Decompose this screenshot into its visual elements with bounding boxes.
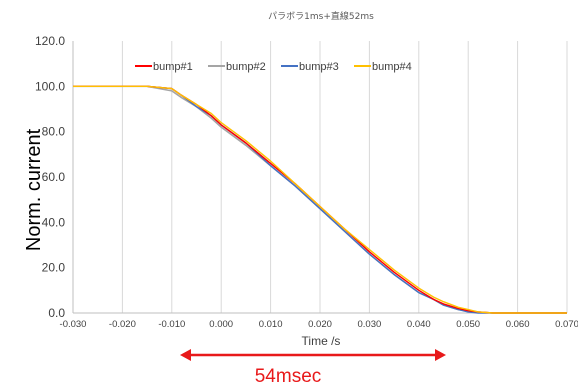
y-tick-label: 100.0 bbox=[35, 79, 65, 93]
x-tick-label: 0.050 bbox=[456, 319, 480, 330]
x-tick-label: 0.040 bbox=[407, 319, 431, 330]
y-tick-labels: 0.0 20.0 40.0 60.0 80.0 100.0 120.0 bbox=[35, 34, 65, 320]
legend-label: bump#3 bbox=[299, 61, 339, 73]
span-arrow-right-head bbox=[435, 349, 446, 361]
legend: bump#1 bump#2 bump#3 bump#4 bbox=[135, 61, 412, 73]
x-tick-label: -0.020 bbox=[109, 319, 136, 330]
y-tick-label: 120.0 bbox=[35, 34, 65, 48]
y-axis-label: Norm. current bbox=[23, 128, 45, 251]
x-tick-label: -0.030 bbox=[60, 319, 87, 330]
x-tick-label: 0.010 bbox=[259, 319, 283, 330]
y-tick-label: 40.0 bbox=[42, 215, 66, 229]
legend-label: bump#4 bbox=[372, 61, 412, 73]
series-line-bump-4 bbox=[73, 85, 567, 314]
legend-item: bump#3 bbox=[281, 61, 339, 73]
legend-item: bump#2 bbox=[208, 61, 266, 73]
legend-item: bump#1 bbox=[135, 61, 193, 73]
legend-label: bump#1 bbox=[153, 61, 193, 73]
y-tick-label: 0.0 bbox=[48, 306, 65, 320]
series-lines bbox=[73, 85, 567, 314]
x-tick-label: 0.020 bbox=[308, 319, 332, 330]
x-tick-label: 0.060 bbox=[506, 319, 530, 330]
chart-title: パラボラ1ms+直線52ms bbox=[268, 10, 374, 22]
x-axis-label: Time /s bbox=[302, 334, 341, 348]
x-tick-labels: -0.030 -0.020 -0.010 0.000 0.010 0.020 0.030 0.… bbox=[60, 319, 578, 330]
y-tick-label: 20.0 bbox=[42, 261, 66, 275]
x-tick-label: 0.070 bbox=[555, 319, 578, 330]
y-tick-label: 80.0 bbox=[42, 125, 66, 139]
x-tick-label: 0.030 bbox=[358, 319, 382, 330]
grid-lines bbox=[121, 41, 568, 313]
span-annotation: 54msec bbox=[180, 349, 446, 385]
legend-item: bump#4 bbox=[354, 61, 412, 73]
y-tick-label: 60.0 bbox=[42, 170, 66, 184]
span-annotation-label: 54msec bbox=[255, 366, 322, 385]
x-tick-label: -0.010 bbox=[158, 319, 185, 330]
legend-label: bump#2 bbox=[226, 61, 266, 73]
x-tick-label: 0.000 bbox=[209, 319, 233, 330]
span-arrow-left-head bbox=[180, 349, 191, 361]
